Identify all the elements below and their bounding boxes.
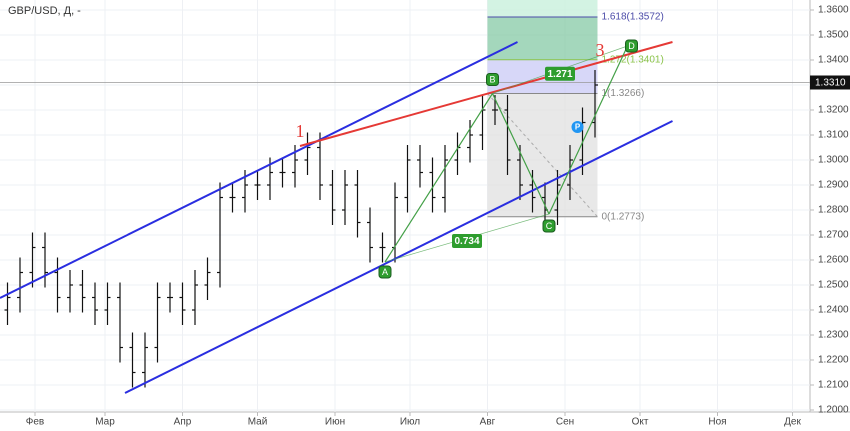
- x-tick-label: Окт: [632, 417, 649, 428]
- ratio-box: [452, 234, 482, 248]
- x-tick-label: Май: [248, 417, 268, 428]
- fib-label: 1.618(1.3572): [602, 12, 664, 23]
- x-tick-label: Ноя: [708, 417, 726, 428]
- pattern-leg: [548, 45, 629, 215]
- pattern-point-label: B: [489, 74, 495, 84]
- fib-zone: [487, 93, 598, 217]
- x-tick-label: Июл: [400, 417, 420, 428]
- trendline: [124, 120, 673, 394]
- x-tick-label: Авг: [480, 417, 496, 428]
- chart-title: GBP/USD, Д, -: [8, 5, 81, 17]
- pattern-point-label: C: [546, 221, 553, 231]
- pattern-point: [486, 73, 499, 86]
- x-tick-label: Сен: [556, 417, 574, 428]
- y-tick-label: 1.2600: [818, 255, 849, 266]
- y-tick-label: 1.3600: [818, 5, 849, 16]
- y-tick-label: 1.3000: [818, 155, 849, 166]
- y-tick-label: 1.2500: [818, 280, 849, 291]
- y-tick-label: 1.2300: [818, 330, 849, 341]
- y-tick-label: 1.2000: [818, 405, 849, 416]
- pattern-point-label: A: [382, 267, 388, 277]
- fib-label: 0(1.2773): [602, 211, 645, 222]
- wave-label: 1: [296, 121, 305, 141]
- y-tick-label: 1.3500: [818, 30, 849, 41]
- fib-label: 1.272(1.3401): [602, 54, 664, 65]
- last-price-label: 1.3310: [815, 78, 846, 89]
- y-tick-label: 1.2800: [818, 205, 849, 216]
- x-tick-label: Апр: [174, 417, 192, 428]
- wave-label: 3: [596, 40, 605, 60]
- x-tick-label: Фев: [26, 417, 44, 428]
- marker-label: P: [575, 123, 581, 132]
- y-tick-label: 1.3200: [818, 105, 849, 116]
- pattern-point-label: D: [628, 41, 635, 51]
- trendline: [0, 41, 518, 299]
- last-price-box: [810, 75, 850, 90]
- x-tick-label: Дек: [784, 417, 801, 428]
- pattern-leg: [384, 93, 494, 263]
- x-tick-label: Мар: [95, 417, 115, 428]
- y-tick-label: 1.2700: [818, 230, 849, 241]
- y-tick-label: 1.2900: [818, 180, 849, 191]
- fib-zone-top: [487, 0, 598, 17]
- marker: [571, 121, 584, 133]
- fib-label: 1(1.3266): [602, 88, 645, 99]
- fib-zone: [487, 17, 598, 60]
- y-tick-label: 1.2100: [818, 380, 849, 391]
- pattern-point: [378, 265, 392, 279]
- y-tick-label: 1.3400: [818, 55, 849, 66]
- ratio-box: [545, 66, 575, 81]
- pattern-point: [542, 219, 556, 233]
- y-tick-label: 1.2200: [818, 355, 849, 366]
- y-tick-label: 1.2400: [818, 305, 849, 316]
- pattern-leg: [491, 93, 550, 215]
- y-tick-label: 1.3100: [818, 130, 849, 141]
- ratio-label: 0.734: [454, 236, 479, 247]
- x-tick-label: Июн: [325, 417, 345, 428]
- trendline: [299, 41, 673, 147]
- ratio-label: 1.271: [547, 69, 572, 80]
- pattern-point: [625, 39, 638, 53]
